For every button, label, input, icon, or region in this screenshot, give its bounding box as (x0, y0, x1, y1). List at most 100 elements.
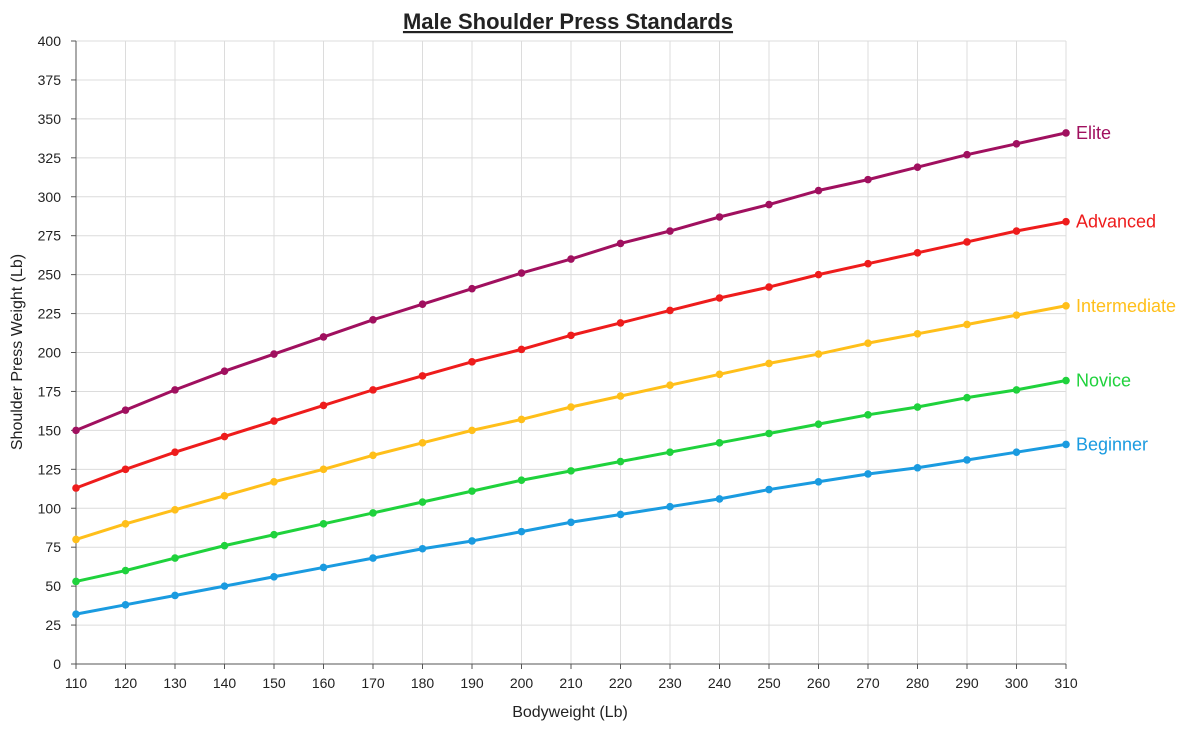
data-point-intermediate (270, 477, 278, 486)
data-point-beginner (418, 544, 427, 553)
y-tick-label: 150 (38, 422, 62, 438)
data-point-elite (1062, 129, 1070, 137)
y-tick-label: 325 (38, 150, 62, 166)
series-elite: Elite (72, 123, 1111, 435)
data-point-elite (1012, 139, 1021, 148)
x-tick-label: 230 (658, 675, 682, 691)
y-tick-label: 50 (45, 578, 61, 594)
y-tick-label: 300 (38, 189, 62, 205)
data-point-elite (270, 350, 278, 358)
y-tick-label: 250 (38, 267, 62, 283)
data-point-intermediate (1012, 311, 1021, 319)
data-point-elite (319, 333, 328, 341)
data-point-novice (171, 554, 179, 562)
data-point-beginner (72, 610, 80, 618)
y-tick-label: 0 (53, 656, 61, 672)
data-point-intermediate (913, 330, 922, 338)
data-point-beginner (913, 463, 922, 472)
y-tick-label: 225 (38, 306, 62, 322)
data-point-advanced (72, 484, 80, 492)
data-point-advanced (468, 358, 476, 366)
data-point-novice (517, 476, 526, 485)
y-tick-label: 200 (38, 345, 62, 361)
x-tick-label: 280 (906, 675, 930, 691)
axes: 110 120 130 140 150 160 170 180 190 200 210 220 230 2… (38, 33, 1078, 691)
data-point-advanced (319, 401, 328, 410)
data-point-beginner (270, 572, 278, 581)
data-point-elite (517, 269, 526, 277)
data-point-intermediate (567, 403, 575, 411)
data-point-advanced (666, 306, 674, 315)
data-point-beginner (517, 527, 526, 536)
series-label-elite: Elite (1076, 123, 1111, 143)
data-point-beginner (616, 510, 625, 519)
y-tick-label: 175 (38, 383, 62, 399)
data-point-novice (1012, 386, 1021, 394)
x-tick-label: 160 (312, 675, 336, 691)
series-label-advanced: Advanced (1076, 212, 1156, 232)
data-point-advanced (715, 294, 724, 302)
y-tick-label: 75 (45, 539, 61, 555)
data-point-advanced (567, 331, 575, 340)
data-point-elite (220, 367, 229, 375)
data-point-advanced (270, 417, 278, 425)
data-point-beginner (864, 470, 872, 478)
y-tick-label: 400 (38, 33, 62, 49)
data-point-advanced (418, 372, 427, 380)
data-point-advanced (1062, 217, 1070, 226)
data-point-beginner (715, 495, 724, 503)
data-point-novice (913, 403, 922, 411)
data-point-elite (121, 406, 130, 414)
data-point-novice (319, 520, 328, 528)
series-label-novice: Novice (1076, 371, 1131, 391)
data-point-advanced (220, 432, 229, 441)
data-point-intermediate (72, 535, 80, 544)
data-point-novice (814, 420, 823, 428)
data-point-novice (270, 530, 278, 539)
data-point-novice (468, 487, 476, 495)
data-point-novice (765, 429, 773, 438)
data-point-beginner (567, 518, 575, 527)
x-tick-label: 290 (955, 675, 979, 691)
data-point-intermediate (220, 491, 229, 500)
x-tick-label: 130 (163, 675, 187, 691)
x-tick-label: 260 (807, 675, 831, 691)
data-point-intermediate (121, 520, 130, 528)
data-point-intermediate (666, 381, 674, 390)
series-novice: Novice (72, 371, 1131, 586)
data-point-beginner (666, 502, 674, 511)
series-label-intermediate: Intermediate (1076, 296, 1176, 316)
data-point-elite (864, 175, 872, 184)
data-point-advanced (616, 319, 625, 327)
x-tick-label: 210 (559, 675, 583, 691)
data-point-intermediate (468, 426, 476, 435)
x-tick-label: 170 (361, 675, 385, 691)
data-point-intermediate (171, 506, 179, 514)
data-point-novice (616, 457, 625, 466)
data-point-novice (121, 566, 130, 575)
data-point-novice (369, 509, 377, 517)
data-point-novice (220, 541, 229, 550)
data-point-elite (963, 150, 971, 159)
data-point-intermediate (319, 465, 328, 474)
data-point-beginner (121, 601, 130, 609)
gridlines (75, 40, 1067, 665)
chart-title: Male Shoulder Press Standards (403, 9, 733, 34)
data-point-advanced (121, 465, 130, 474)
y-tick-label: 350 (38, 111, 62, 127)
x-tick-label: 300 (1005, 675, 1029, 691)
data-point-advanced (1012, 227, 1021, 235)
data-point-elite (72, 426, 80, 435)
data-point-elite (616, 239, 625, 248)
data-point-beginner (814, 477, 823, 486)
data-point-beginner (1062, 440, 1070, 449)
x-tick-label: 220 (609, 675, 633, 691)
data-point-beginner (220, 582, 229, 590)
data-point-beginner (171, 591, 179, 600)
x-tick-label: 150 (262, 675, 286, 691)
data-point-novice (567, 467, 575, 475)
data-point-advanced (913, 249, 922, 257)
data-point-novice (864, 411, 872, 419)
data-point-intermediate (864, 339, 872, 347)
